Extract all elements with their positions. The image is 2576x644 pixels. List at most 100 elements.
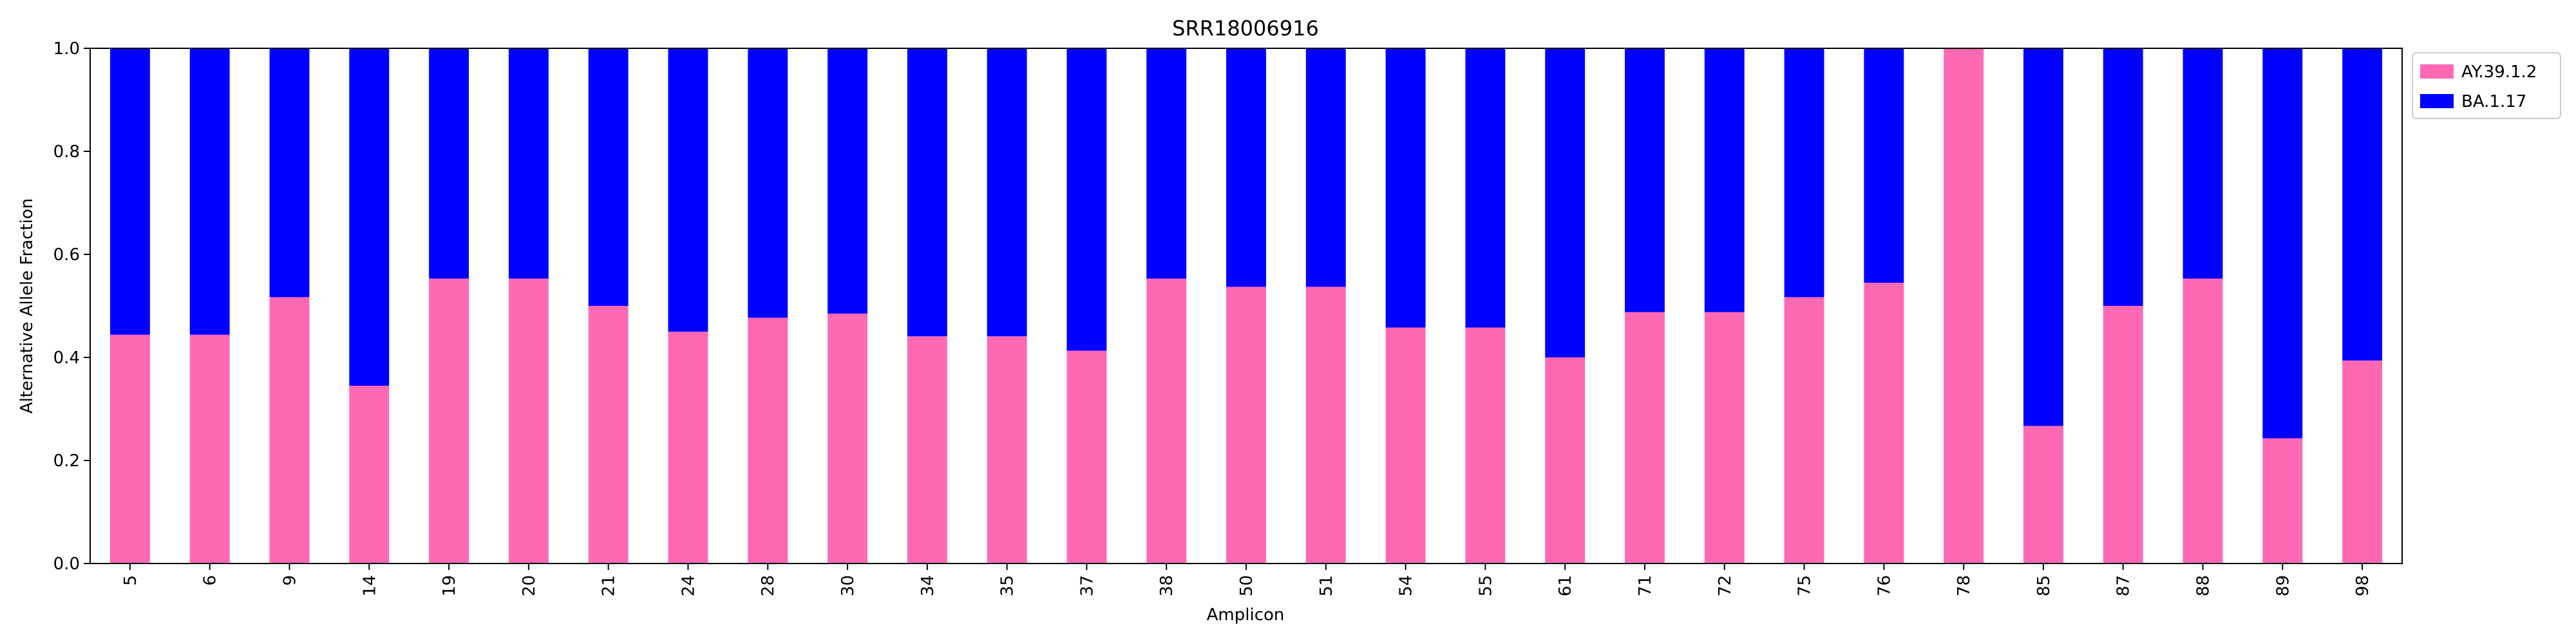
x-tick-label: 24 bbox=[679, 575, 698, 596]
bar-61-series-2 bbox=[1545, 48, 1586, 357]
bar-51-series-2 bbox=[1305, 48, 1346, 287]
bar-38-series-1 bbox=[1146, 278, 1187, 564]
bar-98-series-1 bbox=[2342, 360, 2383, 564]
bar-51-series-1 bbox=[1305, 287, 1346, 564]
legend-label: AY.39.1.2 bbox=[2461, 62, 2537, 82]
x-tick-label: 20 bbox=[520, 575, 539, 596]
legend-swatch bbox=[2420, 94, 2454, 108]
bar-78-series-1 bbox=[1944, 48, 1984, 564]
bar-30-series-2 bbox=[828, 48, 867, 314]
bar-6-series-1 bbox=[189, 334, 230, 564]
bar-19-series-2 bbox=[429, 48, 469, 279]
bar-35-series-1 bbox=[987, 336, 1027, 564]
y-tick-label: 0.4 bbox=[53, 348, 80, 368]
x-tick-label: 14 bbox=[360, 575, 379, 596]
y-tick-label: 0.8 bbox=[53, 142, 80, 162]
x-tick-label: 87 bbox=[2114, 575, 2134, 596]
x-tick-label: 71 bbox=[1636, 575, 1655, 596]
x-tick-label: 38 bbox=[1157, 575, 1177, 596]
x-tick-label: 85 bbox=[2034, 575, 2054, 596]
x-tick-label: 21 bbox=[600, 575, 619, 596]
x-tick-label: 50 bbox=[1237, 575, 1256, 596]
bar-61-series-1 bbox=[1545, 357, 1586, 564]
x-tick-label: 34 bbox=[918, 575, 938, 596]
bar-88-series-1 bbox=[2183, 278, 2223, 564]
bar-50-series-2 bbox=[1226, 48, 1266, 287]
y-axis: 0.0 0.2 0.4 0.6 0.8 1.0 bbox=[53, 39, 90, 574]
bar-9-series-2 bbox=[269, 48, 310, 298]
bar-30-series-1 bbox=[828, 314, 867, 564]
bar-37-series-2 bbox=[1066, 48, 1107, 351]
x-tick-label: 54 bbox=[1397, 575, 1416, 596]
bar-19-series-1 bbox=[429, 278, 469, 564]
x-tick-label: 76 bbox=[1875, 575, 1894, 596]
x-tick-label: 6 bbox=[201, 575, 220, 586]
bar-5-series-2 bbox=[109, 48, 150, 335]
x-tick-label: 37 bbox=[1077, 575, 1097, 596]
x-tick-label: 75 bbox=[1795, 575, 1815, 596]
bar-72-series-1 bbox=[1704, 312, 1745, 564]
bar-21-series-2 bbox=[588, 48, 629, 306]
x-tick-label: 72 bbox=[1716, 575, 1735, 596]
legend-label: BA.1.17 bbox=[2461, 92, 2526, 111]
bar-55-series-1 bbox=[1465, 327, 1506, 564]
x-tick-label: 78 bbox=[1955, 575, 1974, 596]
bar-85-series-2 bbox=[2023, 48, 2063, 426]
bar-75-series-1 bbox=[1784, 297, 1824, 564]
bar-5-series-1 bbox=[109, 334, 150, 564]
bar-89-series-1 bbox=[2262, 438, 2303, 564]
bar-98-series-2 bbox=[2342, 48, 2383, 361]
bar-54-series-1 bbox=[1385, 327, 1426, 564]
y-axis-label: Alternative Allele Fraction bbox=[17, 198, 37, 413]
x-tick-label: 89 bbox=[2273, 575, 2293, 596]
bar-75-series-2 bbox=[1784, 48, 1824, 298]
legend-swatch bbox=[2420, 64, 2454, 79]
bar-14-series-2 bbox=[349, 48, 390, 386]
bar-87-series-2 bbox=[2103, 48, 2143, 306]
chart-title: SRR18006916 bbox=[1172, 16, 1319, 41]
bar-71-series-1 bbox=[1625, 312, 1665, 564]
bar-76-series-2 bbox=[1864, 48, 1904, 283]
legend: AY.39.1.2 BA.1.17 bbox=[2412, 52, 2561, 119]
bar-50-series-1 bbox=[1226, 287, 1266, 564]
bar-34-series-1 bbox=[907, 336, 947, 564]
x-tick-label: 35 bbox=[998, 575, 1018, 596]
bar-35-series-2 bbox=[987, 48, 1027, 337]
bars-group bbox=[109, 48, 2383, 564]
bar-9-series-1 bbox=[269, 297, 310, 564]
x-tick-label: 5 bbox=[121, 575, 140, 586]
bar-20-series-2 bbox=[508, 48, 549, 279]
bar-14-series-1 bbox=[349, 386, 390, 564]
bar-20-series-1 bbox=[508, 278, 549, 564]
y-tick-label: 0.6 bbox=[53, 245, 80, 265]
y-tick-label: 0.2 bbox=[53, 451, 80, 471]
bar-85-series-1 bbox=[2023, 426, 2063, 564]
y-tick-label: 0.0 bbox=[53, 554, 80, 574]
x-tick-label: 61 bbox=[1556, 575, 1575, 596]
bar-71-series-2 bbox=[1625, 48, 1665, 312]
bar-54-series-2 bbox=[1385, 48, 1426, 328]
bar-24-series-2 bbox=[668, 48, 708, 332]
bar-55-series-2 bbox=[1465, 48, 1506, 328]
x-tick-label: 51 bbox=[1317, 575, 1336, 596]
x-tick-label: 30 bbox=[838, 575, 858, 596]
x-tick-label: 88 bbox=[2194, 575, 2213, 596]
bar-88-series-2 bbox=[2183, 48, 2223, 279]
x-tick-label: 98 bbox=[2353, 575, 2372, 596]
bar-21-series-1 bbox=[588, 306, 629, 564]
bar-76-series-1 bbox=[1864, 283, 1904, 564]
bar-38-series-2 bbox=[1146, 48, 1187, 279]
x-tick-label: 9 bbox=[280, 575, 299, 586]
bar-24-series-1 bbox=[668, 332, 708, 564]
bar-6-series-2 bbox=[189, 48, 230, 335]
bar-28-series-1 bbox=[748, 317, 788, 564]
y-tick-label: 1.0 bbox=[53, 39, 80, 59]
bar-89-series-2 bbox=[2262, 48, 2303, 439]
bar-87-series-1 bbox=[2103, 306, 2143, 564]
x-tick-label: 19 bbox=[440, 575, 459, 596]
x-tick-label: 28 bbox=[759, 575, 778, 596]
bar-28-series-2 bbox=[748, 48, 788, 318]
x-axis-label: Amplicon bbox=[1207, 605, 1285, 625]
bar-34-series-2 bbox=[907, 48, 947, 337]
